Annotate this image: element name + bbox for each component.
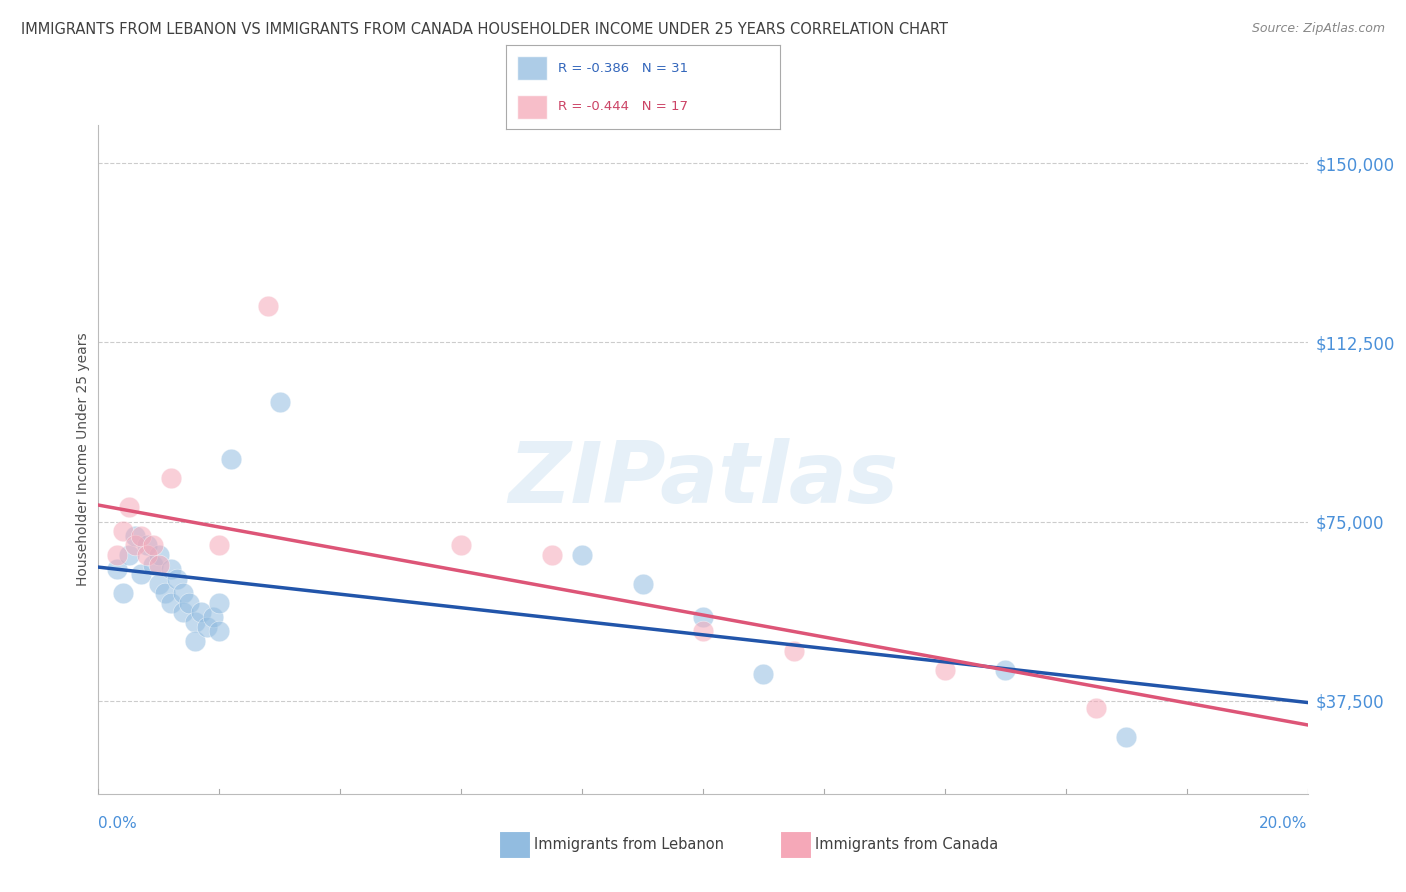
Text: R = -0.386   N = 31: R = -0.386 N = 31 (558, 62, 689, 75)
Point (172, 605, 194, 619)
Point (129, 567, 152, 582)
Point (148, 558, 170, 572)
Point (692, 610, 714, 624)
Point (124, 538, 146, 552)
Point (177, 596, 201, 610)
Point (692, 624, 714, 639)
Point (221, 452, 243, 467)
Text: 0.0%: 0.0% (98, 816, 138, 831)
Point (208, 596, 231, 610)
Point (111, 524, 134, 538)
Point (142, 538, 165, 552)
Text: 20.0%: 20.0% (1260, 816, 1308, 831)
Point (160, 596, 183, 610)
Point (111, 586, 134, 600)
Point (129, 529, 152, 543)
Point (752, 667, 775, 681)
Point (105, 548, 128, 562)
Point (208, 624, 231, 639)
Point (160, 562, 183, 576)
Point (135, 538, 157, 552)
Point (190, 605, 212, 619)
Text: Immigrants from Canada: Immigrants from Canada (815, 838, 998, 852)
Point (184, 615, 207, 629)
Point (148, 548, 170, 562)
Point (1115, 730, 1137, 744)
Point (172, 586, 194, 600)
Point (184, 634, 207, 648)
Text: IMMIGRANTS FROM LEBANON VS IMMIGRANTS FROM CANADA HOUSEHOLDER INCOME UNDER 25 YE: IMMIGRANTS FROM LEBANON VS IMMIGRANTS FR… (21, 22, 948, 37)
Text: ZIPatlas: ZIPatlas (508, 438, 898, 521)
Point (118, 548, 141, 562)
Point (148, 576, 170, 591)
Point (571, 548, 593, 562)
Point (782, 643, 804, 657)
Point (450, 538, 472, 552)
Point (142, 558, 165, 572)
Point (135, 548, 157, 562)
Text: Source: ZipAtlas.com: Source: ZipAtlas.com (1251, 22, 1385, 36)
Point (631, 576, 654, 591)
Bar (517, 56, 547, 80)
Point (124, 529, 146, 543)
Point (269, 395, 291, 409)
Point (256, 300, 278, 314)
Point (160, 471, 183, 485)
Text: Immigrants from Lebanon: Immigrants from Lebanon (534, 838, 724, 852)
Point (540, 548, 562, 562)
Point (195, 619, 218, 633)
Point (202, 610, 225, 624)
Y-axis label: Householder Income Under 25 years: Householder Income Under 25 years (76, 333, 90, 586)
Point (1085, 701, 1108, 715)
Point (105, 562, 128, 576)
Text: R = -0.444   N = 17: R = -0.444 N = 17 (558, 100, 689, 113)
Point (208, 538, 231, 552)
Point (118, 500, 141, 515)
Point (994, 663, 1017, 677)
Point (153, 586, 176, 600)
Point (934, 663, 956, 677)
Bar (517, 95, 547, 120)
Point (166, 572, 188, 586)
